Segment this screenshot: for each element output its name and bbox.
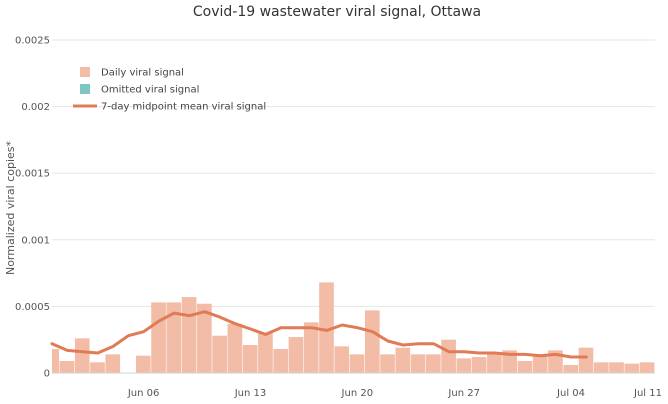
daily-bar (593, 362, 609, 373)
daily-bar (487, 354, 502, 373)
daily-bar (197, 303, 212, 373)
daily-bar (471, 357, 487, 373)
daily-bar (502, 350, 518, 373)
legend-item-daily[interactable]: Daily viral signal (80, 67, 184, 79)
daily-bar (563, 365, 579, 373)
legend-item-omitted[interactable]: Omitted viral signal (80, 84, 199, 96)
daily-bar (395, 347, 411, 373)
daily-bar (105, 354, 121, 373)
daily-bar (151, 302, 166, 373)
x-tick-label: Jun 20 (341, 388, 374, 399)
y-tick-label: 0.0025 (15, 36, 50, 47)
daily-bar (532, 354, 548, 373)
daily-bar (426, 354, 441, 373)
gridlines (52, 39, 655, 307)
daily-bar (181, 297, 197, 373)
legend-label: Daily viral signal (101, 68, 184, 79)
daily-bar (334, 346, 350, 373)
daily-bar (74, 338, 90, 373)
legend: Daily viral signal Omitted viral signal 7-… (73, 67, 266, 113)
daily-bar (212, 335, 227, 373)
y-tick-label: 0.0005 (15, 302, 50, 313)
daily-bar (227, 323, 243, 373)
x-tick-label: Jun 27 (447, 388, 480, 399)
legend-swatch (80, 84, 90, 94)
daily-bar (288, 337, 304, 373)
daily-bar (59, 361, 75, 373)
daily-bar (273, 349, 289, 373)
y-tick-label: 0.001 (21, 235, 50, 246)
daily-bar (319, 282, 334, 373)
mean-line-layer (50, 310, 588, 359)
daily-bar (90, 362, 105, 373)
mean-line (50, 310, 588, 359)
daily-bar (349, 354, 365, 373)
x-tick-label: Jun 13 (234, 388, 267, 399)
daily-bar (242, 345, 258, 373)
chart-title: Covid-19 wastewater viral signal, Ottawa (193, 4, 481, 20)
daily-bar (258, 333, 273, 373)
x-tick-label: Jul 11 (633, 388, 662, 399)
daily-bar (410, 354, 426, 373)
daily-bar (364, 310, 380, 373)
daily-bars (52, 282, 655, 373)
daily-bar (456, 358, 472, 373)
legend-item-mean[interactable]: 7-day midpoint mean viral signal (73, 102, 266, 113)
daily-bar (441, 339, 456, 373)
axes: 0 0.0005 0.001 0.0015 0.002 0.0025 Jun 06 Jun 1… (15, 36, 662, 400)
y-tick-label: 0.0015 (15, 169, 50, 180)
y-tick-label: 0 (44, 369, 50, 380)
y-axis-title: Normalized viral copies* (4, 140, 17, 275)
daily-bar (609, 362, 624, 373)
daily-bar (135, 355, 151, 373)
daily-bar (380, 354, 395, 373)
x-tick-label: Jul 04 (556, 388, 585, 399)
legend-swatch (80, 67, 90, 77)
daily-bar (639, 362, 655, 373)
daily-bar (578, 347, 594, 373)
daily-bar (166, 302, 182, 373)
daily-bar (52, 349, 60, 373)
x-tick-label: Jun 06 (127, 388, 160, 399)
legend-label: Omitted viral signal (101, 85, 199, 96)
daily-bar (624, 363, 640, 373)
daily-bar (517, 361, 533, 373)
daily-bar (303, 322, 319, 373)
y-tick-label: 0.002 (21, 102, 50, 113)
legend-label: 7-day midpoint mean viral signal (101, 102, 266, 113)
